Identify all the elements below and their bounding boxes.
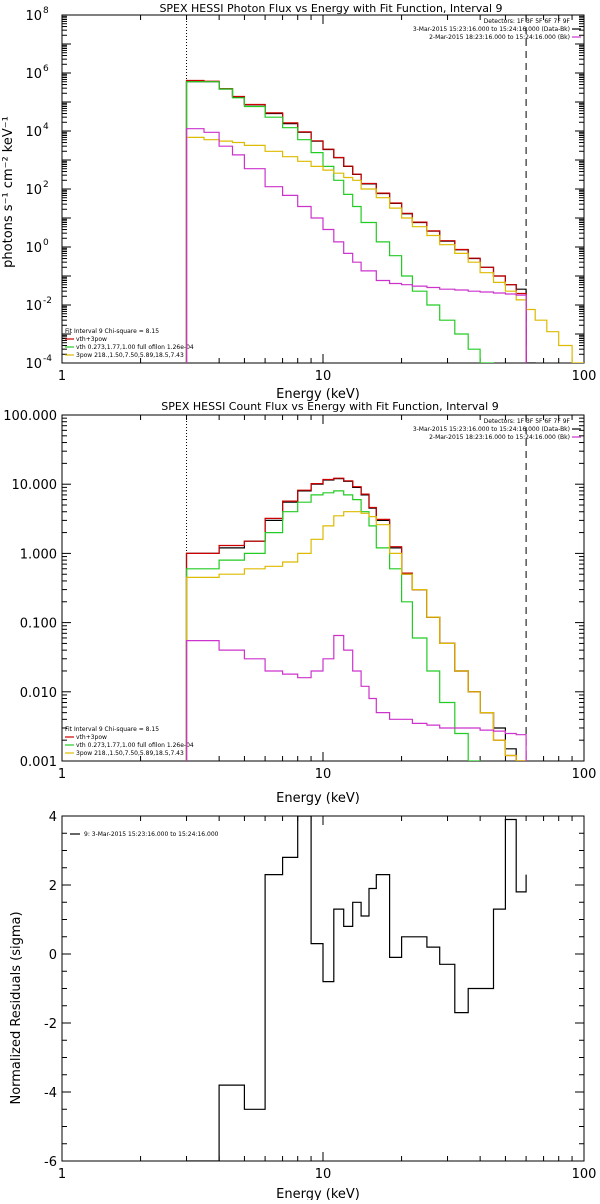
count-flux-panel: SPEX HESSI Count Flux vs Energy with Fit… bbox=[3, 400, 596, 806]
legend-right-entry: 2-Mar-2015 18:23:16.000 to 15:24:16.000 … bbox=[429, 434, 570, 441]
y-tick-base: 10 bbox=[25, 183, 42, 198]
y-tick-label: 1.000 bbox=[20, 547, 57, 562]
x-tick-label: 10 bbox=[315, 1167, 332, 1182]
series-background bbox=[185, 634, 527, 761]
y-tick-label: 10 bbox=[25, 357, 42, 372]
x-tick-label: 10 bbox=[315, 767, 332, 782]
legend-left-entry: 3pow 218.,1.50,7.50,5.89,18.5,7.43 bbox=[76, 750, 184, 757]
x-tick-label: 1 bbox=[58, 369, 66, 384]
y-tick-label: 0.010 bbox=[20, 686, 57, 701]
y-tick-exponent: -4 bbox=[43, 354, 52, 364]
x-tick-label: 100 bbox=[572, 767, 597, 782]
y-tick-label: 10 bbox=[25, 67, 42, 82]
legend-left-entry: Fit Interval 9 Chi-square = 8.15 bbox=[65, 328, 159, 335]
y-tick-base: 10 bbox=[25, 299, 42, 314]
y-tick-label: 10 bbox=[25, 299, 42, 314]
x-tick-label: 1 bbox=[58, 1167, 66, 1182]
legend-right-entry: Detectors: 1F 3F 5F 6F 7F 9F bbox=[484, 18, 571, 25]
y-tick-exponent: 2 bbox=[43, 180, 49, 190]
y-tick-label: 2 bbox=[49, 879, 57, 894]
legend-left-entry: vth+3pow bbox=[76, 734, 107, 741]
x-tick-label: 100 bbox=[572, 369, 597, 384]
y-tick-base: 10 bbox=[25, 9, 42, 24]
residuals-legend-entry: 9: 3-Mar-2015 15:23:16.000 to 15:24:16.0… bbox=[84, 831, 219, 838]
series-fit_pow bbox=[185, 511, 527, 761]
series-background bbox=[185, 128, 527, 363]
y-tick-label: 0 bbox=[49, 948, 57, 963]
y-tick-label: 10 bbox=[25, 241, 42, 256]
y-tick-exponent: 8 bbox=[43, 6, 49, 16]
x-axis-label: Energy (keV) bbox=[276, 1187, 360, 1200]
y-tick-label: 100.000 bbox=[3, 409, 57, 424]
y-tick-label: 10 bbox=[25, 183, 42, 198]
legend-left-entry: 3pow 218.,1.50,7.50,5.89,18.5,7.43 bbox=[76, 352, 184, 359]
series-fit_vth bbox=[185, 81, 495, 363]
legend-right-entry: Detectors: 1F 3F 5F 6F 7F 9F bbox=[484, 418, 571, 425]
series-fit_vth bbox=[185, 490, 481, 761]
y-tick-label: -6 bbox=[44, 1155, 57, 1170]
y-tick-label: -4 bbox=[44, 1086, 57, 1101]
x-tick-label: 1 bbox=[58, 767, 66, 782]
panel-title: SPEX HESSI Count Flux vs Energy with Fit… bbox=[161, 400, 498, 413]
y-tick-base: 10 bbox=[25, 357, 42, 372]
legend-right-entry: 2-Mar-2015 18:23:16.000 to 15:24:16.000 … bbox=[429, 34, 570, 41]
y-axis-label: photons s⁻¹ cm⁻² keV⁻¹ bbox=[1, 116, 16, 268]
y-tick-label: 10 bbox=[25, 9, 42, 24]
legend-left-entry: vth+3pow bbox=[76, 336, 107, 343]
x-axis-label: Energy (keV) bbox=[276, 387, 360, 402]
y-tick-exponent: 4 bbox=[43, 122, 49, 132]
y-tick-label: 0.100 bbox=[20, 617, 57, 632]
y-tick-exponent: -2 bbox=[43, 296, 52, 306]
residuals-panel: 1 10 100 -6 -4 -2 0 2 4 9: 3-Mar-2015 15:23:16.0… bbox=[9, 810, 597, 1202]
legend-left-entry: vth 0.273,1.77,1.00 full ofilon 1.26e-04 bbox=[76, 344, 194, 351]
legend-right-entry: 3-Mar-2015 15:23:16.000 to 15:24:16.000 … bbox=[413, 26, 570, 33]
y-tick-exponent: 0 bbox=[43, 238, 49, 248]
x-axis-label: Energy (keV) bbox=[276, 791, 360, 806]
y-tick-label: 10 bbox=[25, 125, 42, 140]
series-residuals bbox=[186, 816, 527, 1161]
legend-right-entry: 3-Mar-2015 15:23:16.000 to 15:24:16.000 … bbox=[413, 426, 570, 433]
x-tick-label: 10 bbox=[315, 369, 332, 384]
y-tick-label: 0.001 bbox=[20, 755, 57, 770]
legend-left-entry: vth 0.273,1.77,1.00 full ofilon 1.26e-04 bbox=[76, 742, 194, 749]
y-axis-label: Normalized Residuals (sigma) bbox=[9, 911, 24, 1104]
y-tick-label: 4 bbox=[49, 810, 57, 825]
y-tick-exponent: 6 bbox=[43, 64, 49, 74]
x-tick-label: 100 bbox=[572, 1167, 597, 1182]
y-tick-base: 10 bbox=[25, 125, 42, 140]
y-tick-base: 10 bbox=[25, 67, 42, 82]
y-tick-base: 10 bbox=[25, 241, 42, 256]
legend-left-entry: Fit Interval 9 Chi-square = 8.15 bbox=[65, 726, 159, 733]
photon-flux-panel: SPEX HESSI Photon Flux vs Energy with Fi… bbox=[1, 2, 596, 402]
y-tick-label: 10.000 bbox=[12, 478, 58, 493]
panel-title: SPEX HESSI Photon Flux vs Energy with Fi… bbox=[159, 2, 502, 15]
y-tick-label: -2 bbox=[44, 1017, 57, 1032]
